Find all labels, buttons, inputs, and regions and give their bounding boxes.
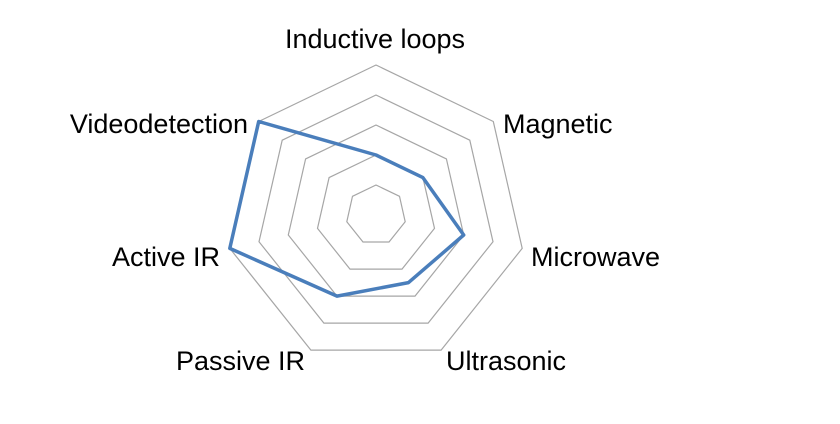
series-line-0 <box>228 119 466 298</box>
axis-label-videodetection: Videodetection <box>70 109 248 139</box>
grid-ring-4 <box>258 94 494 324</box>
grid-ring-5 <box>229 64 523 351</box>
grid-ring-2 <box>316 154 436 270</box>
series-layer <box>228 119 466 298</box>
axis-label-ultrasonic: Ultrasonic <box>446 346 566 376</box>
axis-label-passive-ir: Passive IR <box>176 346 305 376</box>
grid-ring-1 <box>346 184 406 243</box>
axis-label-microwave: Microwave <box>531 242 660 272</box>
grid-rings <box>229 64 523 351</box>
axis-label-active-ir: Active IR <box>112 242 220 272</box>
grid-ring-3 <box>287 124 465 297</box>
axis-labels: Inductive loops Magnetic Microwave Ultra… <box>70 24 660 376</box>
axis-label-inductive-loops: Inductive loops <box>285 24 465 54</box>
axis-label-magnetic: Magnetic <box>503 109 613 139</box>
